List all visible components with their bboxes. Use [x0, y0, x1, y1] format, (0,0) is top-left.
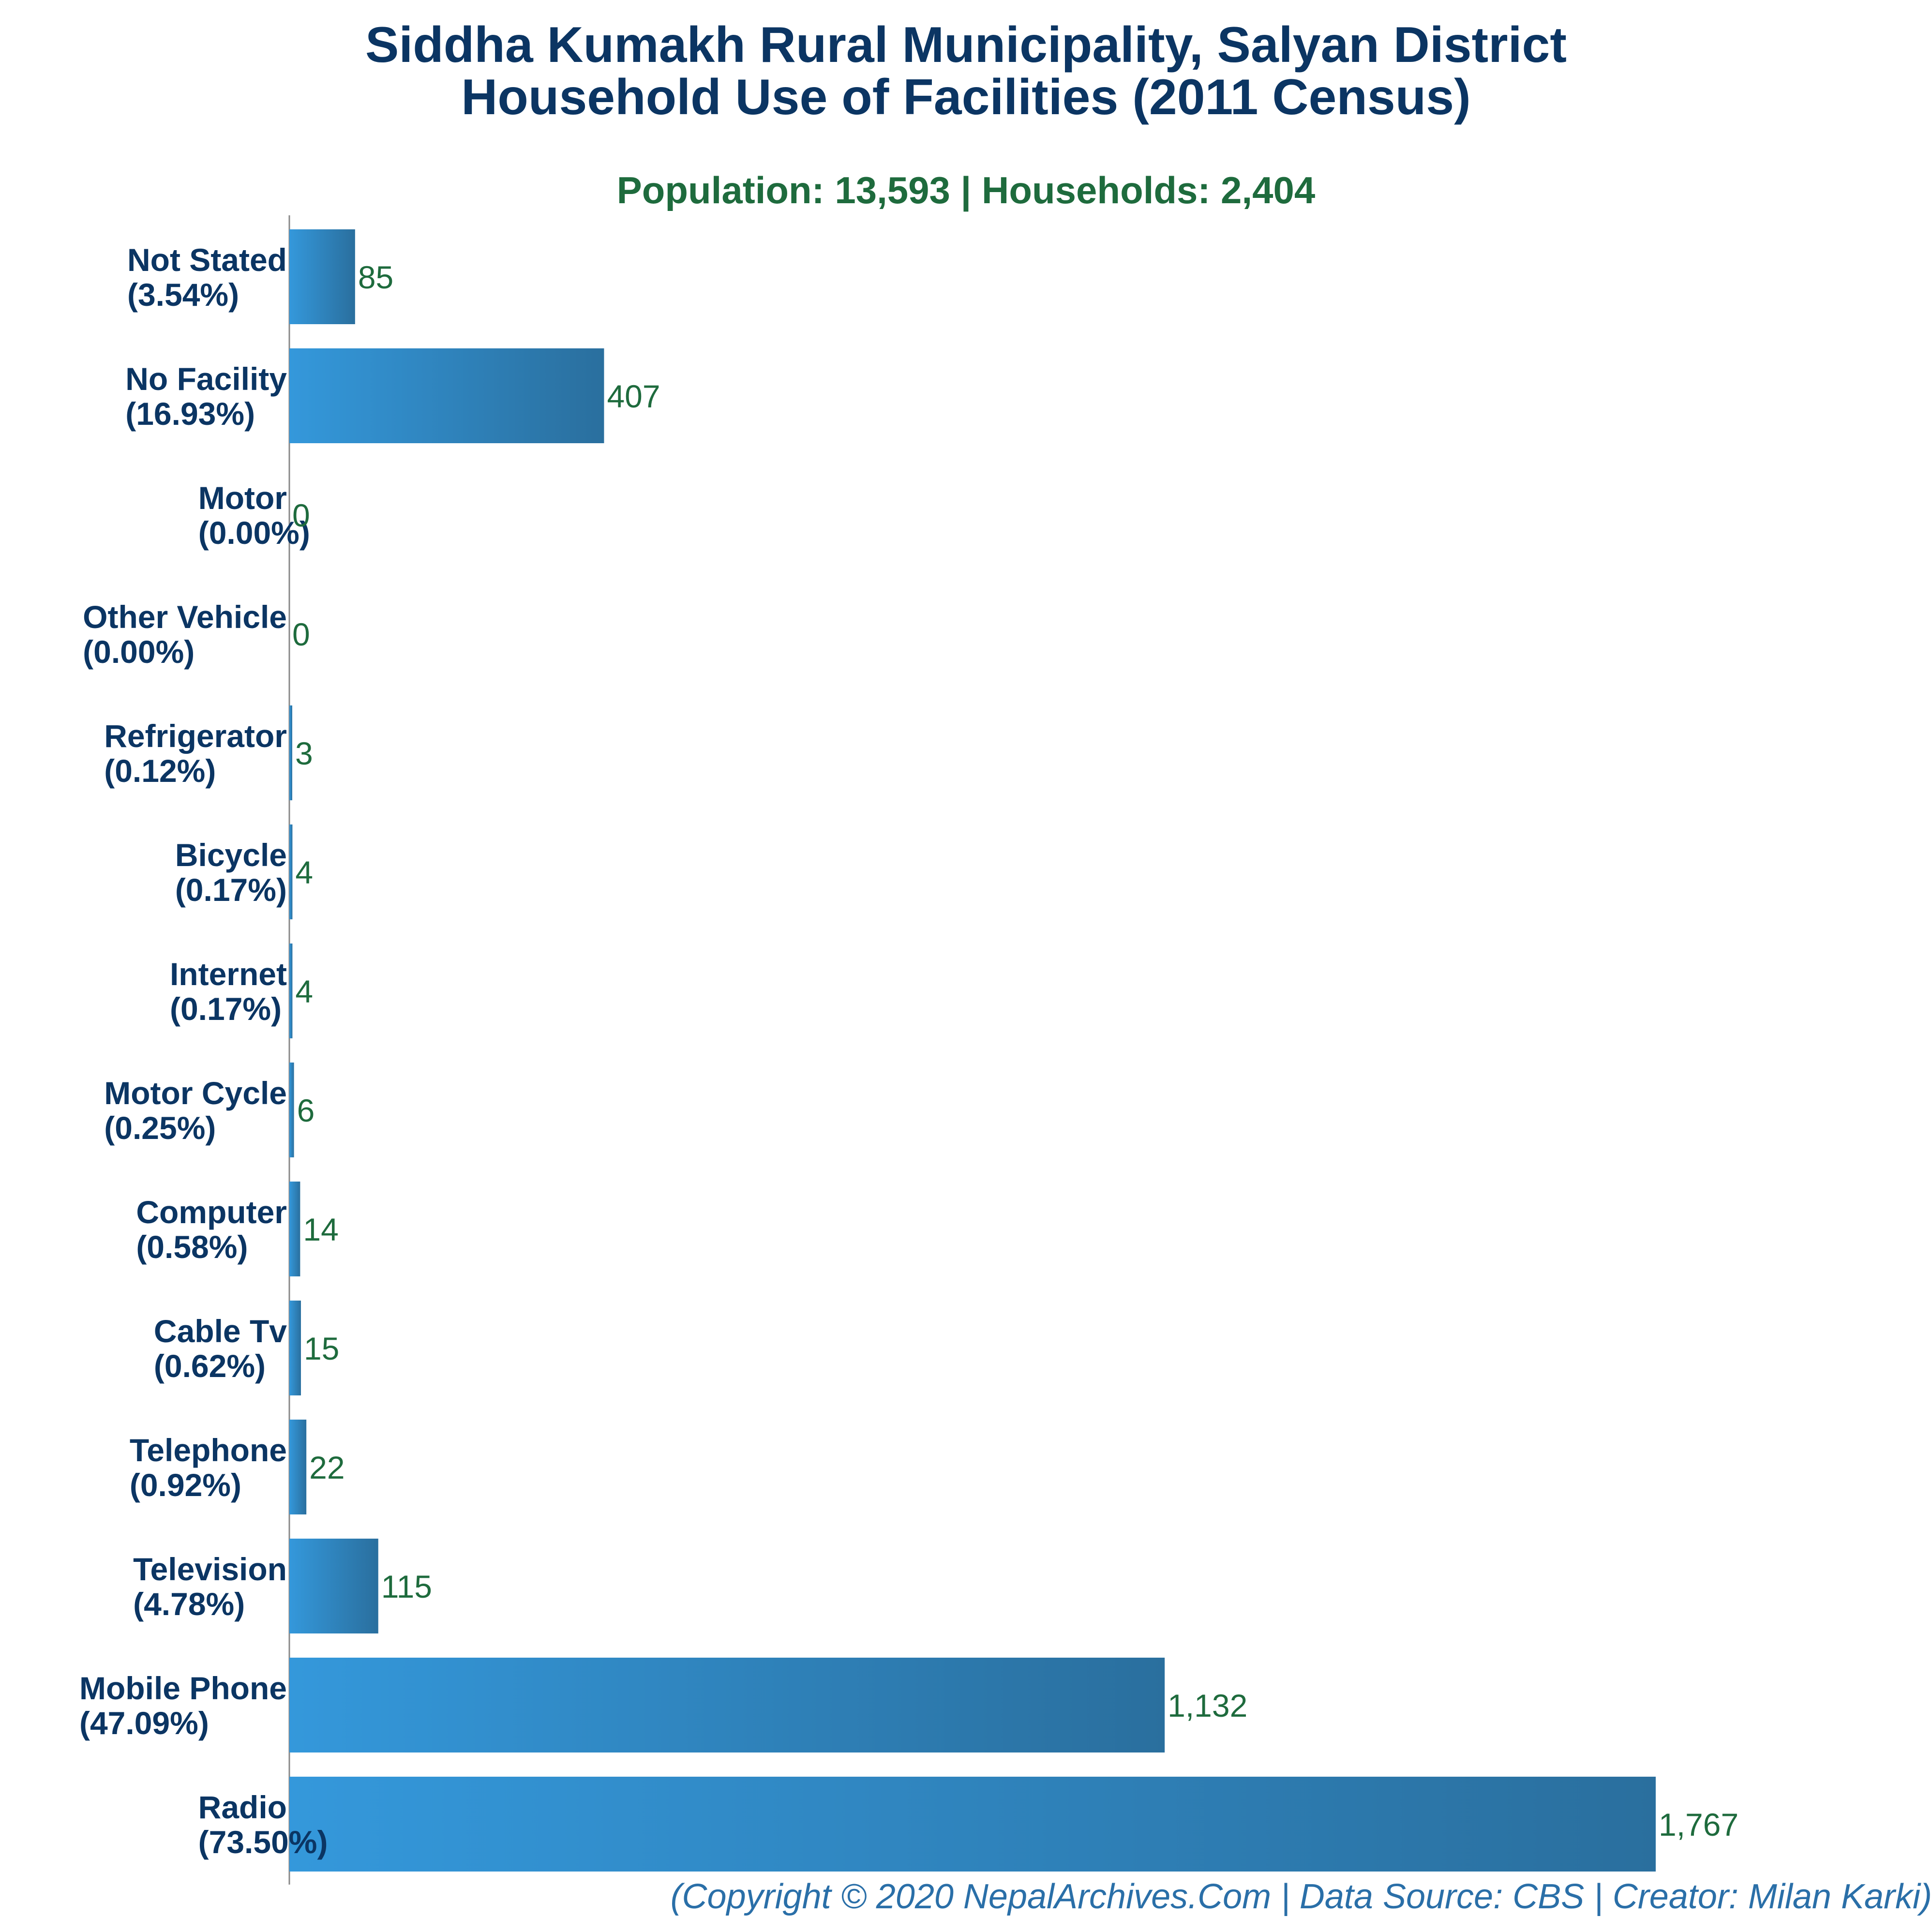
category-label-computer: Computer	[136, 1194, 287, 1230]
category-label-not-stated: Not Stated	[127, 242, 287, 278]
value-label-internet: 4	[295, 973, 313, 1009]
value-label-other-vehicle: 0	[292, 616, 310, 652]
bar-cable-tv	[289, 1301, 301, 1395]
chart-title-line-1: Siddha Kumakh Rural Municipality, Salyan…	[365, 17, 1567, 73]
category-label-other-vehicle: Other Vehicle	[83, 599, 287, 635]
bar-mobile-phone	[289, 1658, 1165, 1752]
bar-telephone	[289, 1420, 307, 1514]
value-label-not-stated: 85	[358, 259, 393, 295]
category-label-motor: Motor	[198, 480, 287, 516]
value-label-motor-cycle: 6	[297, 1093, 315, 1128]
percent-label-other-vehicle: (0.00%)	[83, 634, 195, 670]
copyright-footer: (Copyright © 2020 NepalArchives.Com | Da…	[670, 1877, 1932, 1916]
value-label-mobile-phone: 1,132	[1168, 1688, 1247, 1723]
percent-label-bicycle: (0.17%)	[175, 872, 287, 908]
bar-radio	[289, 1777, 1656, 1872]
category-label-radio: Radio	[198, 1789, 287, 1825]
percent-label-motor-cycle: (0.25%)	[104, 1110, 216, 1146]
value-label-radio: 1,767	[1659, 1807, 1738, 1842]
category-label-motor-cycle: Motor Cycle	[104, 1075, 287, 1111]
bar-no-facility	[289, 348, 604, 443]
percent-label-internet: (0.17%)	[170, 991, 282, 1027]
bar-bicycle	[289, 824, 293, 919]
value-label-bicycle: 4	[295, 854, 313, 890]
bar-computer	[289, 1182, 300, 1276]
category-label-telephone: Telephone	[130, 1432, 287, 1468]
percent-label-motor: (0.00%)	[198, 515, 310, 551]
percent-label-not-stated: (3.54%)	[127, 277, 239, 313]
percent-label-computer: (0.58%)	[136, 1229, 248, 1265]
percent-label-cable-tv: (0.62%)	[154, 1348, 266, 1384]
value-label-telephone: 22	[309, 1450, 344, 1485]
chart-title-line-2: Household Use of Facilities (2011 Census…	[461, 69, 1471, 125]
bar-not-stated	[289, 229, 355, 324]
bar-motor-cycle	[289, 1063, 294, 1157]
percent-label-refrigerator: (0.12%)	[104, 753, 216, 789]
value-label-television: 115	[381, 1569, 432, 1604]
percent-label-television: (4.78%)	[133, 1586, 245, 1622]
value-label-refrigerator: 3	[295, 735, 313, 771]
value-label-no-facility: 407	[607, 378, 660, 414]
value-label-computer: 14	[303, 1212, 338, 1247]
value-label-cable-tv: 15	[304, 1331, 339, 1366]
percent-label-telephone: (0.92%)	[130, 1467, 241, 1503]
category-label-no-facility: No Facility	[125, 361, 287, 397]
percent-label-no-facility: (16.93%)	[125, 396, 255, 432]
bar-internet	[289, 944, 293, 1038]
category-label-refrigerator: Refrigerator	[104, 718, 287, 754]
category-label-mobile-phone: Mobile Phone	[79, 1670, 287, 1706]
category-label-internet: Internet	[170, 956, 287, 992]
category-label-television: Television	[133, 1551, 287, 1587]
bar-refrigerator	[289, 705, 292, 800]
percent-label-radio: (73.50%)	[198, 1824, 328, 1860]
chart-subtitle: Population: 13,593 | Households: 2,404	[616, 169, 1316, 211]
percent-label-mobile-phone: (47.09%)	[79, 1705, 209, 1741]
category-label-cable-tv: Cable Tv	[154, 1313, 287, 1349]
category-label-bicycle: Bicycle	[175, 837, 287, 873]
bar-television	[289, 1539, 378, 1633]
value-label-motor: 0	[292, 497, 310, 533]
